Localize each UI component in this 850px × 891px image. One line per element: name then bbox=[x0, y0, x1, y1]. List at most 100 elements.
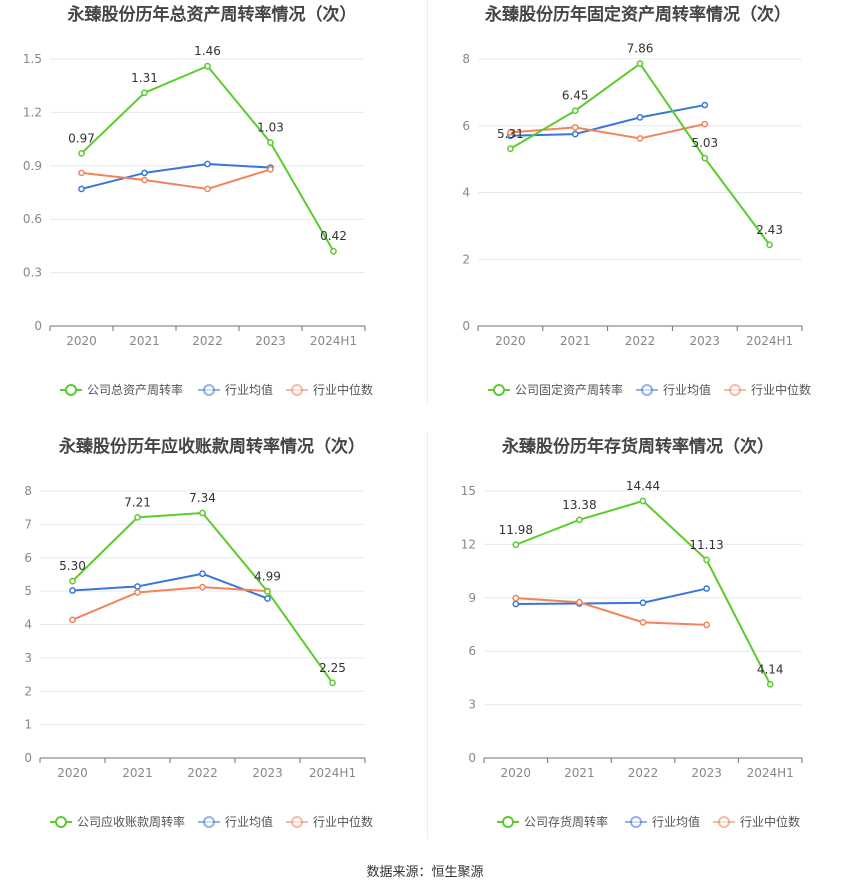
legend-label: 行业均值 bbox=[652, 814, 700, 829]
company-series-point bbox=[329, 679, 336, 687]
legend-label: 行业均值 bbox=[225, 382, 273, 397]
legend-item-company-series: 公司总资产周转率 bbox=[60, 382, 183, 397]
x-tick-label: 2022 bbox=[625, 334, 656, 348]
industry-average-series-point bbox=[639, 599, 647, 607]
legend-marker bbox=[718, 816, 730, 828]
y-tick-label: 15 bbox=[461, 484, 476, 498]
data-label: 4.99 bbox=[254, 569, 281, 583]
y-tick-label: 2 bbox=[462, 252, 470, 266]
industry-average-series-line bbox=[515, 587, 707, 606]
company-series-point bbox=[267, 139, 274, 147]
chart-3: 永臻股份历年应收账款周转率情况（次） 0 1 2 3 4 5 6 7 8 2020 2021 2022 2… bbox=[24, 436, 373, 829]
data-label: 2.43 bbox=[756, 223, 783, 237]
industry-average-series-point bbox=[199, 570, 206, 578]
industry-median-series-point bbox=[571, 124, 579, 131]
x-tick-label: 2020 bbox=[66, 334, 97, 348]
x-tick-label: 2022 bbox=[192, 334, 223, 348]
data-label: 6.45 bbox=[562, 89, 589, 103]
chart-4: 永臻股份历年存货周转率情况（次） 0 3 6 9 12 15 2020 2021 2022 2023… bbox=[461, 436, 803, 829]
legend-label: 行业中位数 bbox=[313, 814, 373, 829]
company-series-point bbox=[78, 149, 85, 157]
y-tick-label: 0 bbox=[24, 751, 32, 765]
industry-median-series-point bbox=[639, 619, 647, 626]
y-tick-label: 1 bbox=[24, 718, 32, 732]
chart-title: 永臻股份历年存货周转率情况（次） bbox=[501, 436, 774, 457]
x-tick-label: 2024H1 bbox=[309, 766, 356, 780]
legend-label: 公司总资产周转率 bbox=[87, 382, 183, 397]
industry-median-series-point bbox=[636, 135, 644, 142]
company-series-point bbox=[199, 509, 206, 517]
company-series-point bbox=[507, 145, 514, 153]
industry-average-series-point bbox=[636, 114, 644, 121]
company-series-point bbox=[639, 497, 647, 505]
legend-label: 公司存货周转率 bbox=[524, 814, 608, 829]
company-series-point bbox=[141, 89, 148, 97]
legend-label: 行业中位数 bbox=[751, 382, 811, 397]
company-series-point bbox=[636, 60, 644, 68]
x-tick-label: 2023 bbox=[255, 334, 286, 348]
data-source-note: 数据来源：恒生聚源 bbox=[366, 865, 484, 880]
company-series-point bbox=[766, 680, 774, 688]
x-tick-label: 2021 bbox=[560, 334, 591, 348]
legend-marker bbox=[291, 816, 303, 828]
legend-marker bbox=[203, 816, 215, 828]
industry-median-series-point bbox=[507, 129, 514, 136]
industry-median-series-point bbox=[512, 594, 520, 602]
industry-average-series-point bbox=[701, 101, 709, 109]
y-tick-label: 1.5 bbox=[23, 52, 42, 66]
x-tick-label: 2020 bbox=[57, 766, 88, 780]
chart-title: 永臻股份历年固定资产周转率情况（次） bbox=[484, 4, 791, 25]
company-series-point bbox=[69, 577, 76, 585]
company-series-point bbox=[204, 62, 211, 70]
industry-median-series-point bbox=[267, 166, 274, 173]
legend-label: 行业中位数 bbox=[740, 814, 800, 829]
legend-label: 行业均值 bbox=[225, 814, 273, 829]
y-tick-label: 0.6 bbox=[23, 212, 42, 226]
data-label: 7.34 bbox=[189, 491, 216, 505]
company-series-point bbox=[330, 247, 337, 255]
data-label: 11.98 bbox=[499, 523, 533, 537]
company-series-point bbox=[264, 588, 271, 595]
x-tick-label: 2023 bbox=[690, 334, 721, 348]
industry-median-series-point bbox=[141, 176, 148, 184]
company-series-point bbox=[134, 514, 141, 521]
industry-median-series-point bbox=[134, 589, 141, 596]
data-label: 1.46 bbox=[194, 44, 221, 58]
company-series-point bbox=[512, 541, 520, 549]
industry-median-series-point bbox=[703, 621, 710, 629]
legend-marker bbox=[641, 384, 653, 396]
data-label: 1.03 bbox=[257, 121, 284, 135]
y-tick-label: 0 bbox=[462, 319, 470, 333]
x-tick-label: 2024H1 bbox=[747, 766, 794, 780]
data-label: 5.03 bbox=[691, 136, 718, 150]
y-tick-label: 9 bbox=[468, 591, 476, 605]
y-tick-label: 0.9 bbox=[23, 159, 42, 173]
industry-median-series-point bbox=[576, 598, 583, 606]
x-tick-label: 2024H1 bbox=[310, 334, 357, 348]
legend-marker bbox=[203, 384, 215, 396]
chart-1: 永臻股份历年总资产周转率情况（次） 0 0.3 0.6 0.9 1.2 1.5 2020 202… bbox=[23, 4, 373, 397]
x-tick-label: 2020 bbox=[495, 334, 526, 348]
x-tick-label: 2022 bbox=[628, 766, 659, 780]
data-label: 0.42 bbox=[320, 229, 347, 243]
legend-marker bbox=[291, 384, 303, 396]
industry-average-series-point bbox=[69, 587, 76, 594]
company-series-point bbox=[571, 107, 579, 115]
chart-2: 永臻股份历年固定资产周转率情况（次） 0 2 4 6 8 2020 2021 2022 2023 2… bbox=[462, 4, 811, 397]
y-tick-label: 2 bbox=[24, 684, 32, 698]
industry-median-series-point bbox=[204, 185, 211, 193]
company-series-point bbox=[703, 556, 710, 564]
industry-average-series-point bbox=[204, 160, 211, 168]
legend-marker bbox=[729, 384, 741, 396]
industry-average-series-point bbox=[264, 595, 271, 602]
y-tick-label: 6 bbox=[24, 551, 32, 565]
legend-item-industry-average-series: 行业均值 bbox=[625, 814, 700, 829]
legend-item-company-series: 公司应收账款周转率 bbox=[50, 814, 185, 829]
industry-median-series-point bbox=[69, 616, 76, 624]
chart-title: 永臻股份历年应收账款周转率情况（次） bbox=[58, 436, 365, 457]
x-tick-label: 2024H1 bbox=[746, 334, 793, 348]
industry-average-series-point bbox=[134, 583, 141, 590]
y-tick-label: 6 bbox=[468, 644, 476, 658]
data-label: 4.14 bbox=[757, 662, 784, 676]
